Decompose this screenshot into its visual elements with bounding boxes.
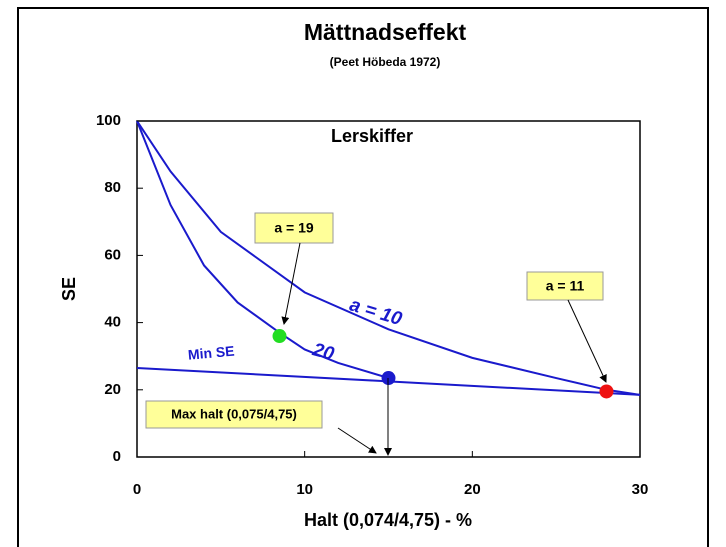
annotation: a = 10 [347, 294, 405, 330]
y-tick-label: 0 [113, 448, 121, 465]
annotations: Lerskiffer a = 19 a = 11 a = 10 20 Min S… [145, 126, 607, 456]
annotation-box [145, 400, 323, 429]
y-axis-label: SE [59, 277, 79, 301]
annotation-box [254, 212, 334, 244]
line [136, 120, 641, 396]
point [272, 329, 287, 344]
x-axis-label: Halt (0,074/4,75) - % [304, 510, 472, 530]
point [599, 384, 614, 399]
y-tick-label: 60 [104, 246, 121, 263]
x-tick-label: 20 [464, 481, 481, 498]
x-tick-label: 10 [296, 481, 313, 498]
y-tick-label: 40 [104, 314, 121, 331]
x-tick-label: 30 [632, 481, 649, 498]
annotation: Max halt (0,075/4,75) [171, 406, 297, 421]
frame [17, 7, 709, 547]
plot-area [136, 120, 641, 458]
y-tick-label: 100 [96, 112, 121, 129]
annotation-box [526, 271, 604, 301]
annotation: a = 19 [274, 220, 314, 236]
line [136, 120, 389, 379]
y-tick-label: 80 [104, 179, 121, 196]
y-tick-label: 20 [104, 381, 121, 398]
arrow [567, 299, 607, 383]
chart-subtitle: (Peet Höbeda 1972) [330, 55, 441, 69]
annotation: a = 11 [546, 278, 585, 294]
x-tick-label: 0 [133, 481, 141, 498]
arrow [337, 427, 377, 454]
chart-title: Mättnadseffekt [304, 19, 467, 45]
arrow [281, 242, 301, 325]
annotation: Min SE [187, 343, 235, 363]
annotation: Lerskiffer [331, 126, 413, 146]
